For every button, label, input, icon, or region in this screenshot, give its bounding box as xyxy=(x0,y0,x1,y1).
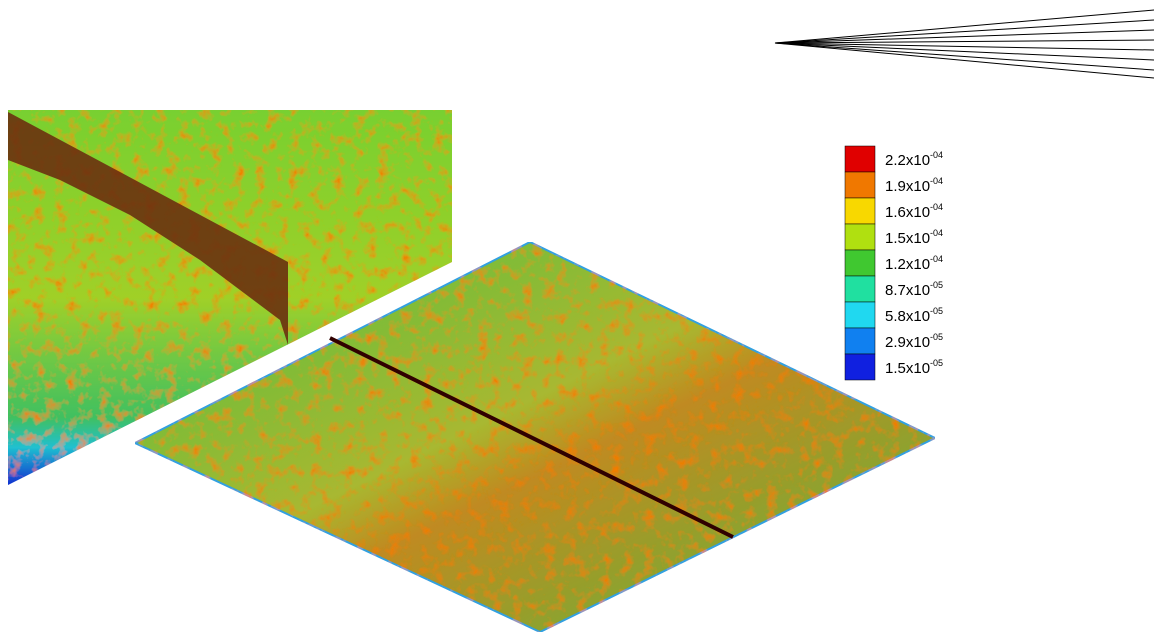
legend-base: 2.9x10 xyxy=(885,334,930,351)
legend-exponent: -04 xyxy=(930,176,943,186)
legend-swatch xyxy=(845,328,875,354)
legend: 2.2x10-041.9x10-041.6x10-041.5x10-041.2x… xyxy=(845,146,943,380)
legend-swatch xyxy=(845,224,875,250)
legend-exponent: -04 xyxy=(930,202,943,212)
legend-swatch xyxy=(845,146,875,172)
legend-base: 1.9x10 xyxy=(885,178,930,195)
legend-label: 1.2x10-04 xyxy=(885,254,943,273)
legend-base: 2.2x10 xyxy=(885,152,930,169)
legend-label: 1.5x10-04 xyxy=(885,228,943,247)
legend-exponent: -05 xyxy=(930,358,943,368)
legend-label: 1.9x10-04 xyxy=(885,176,943,195)
legend-base: 8.7x10 xyxy=(885,282,930,299)
legend-label: 2.9x10-05 xyxy=(885,332,943,351)
legend-exponent: -04 xyxy=(930,254,943,264)
legend-swatch xyxy=(845,276,875,302)
legend-swatch xyxy=(845,354,875,380)
legend-base: 1.6x10 xyxy=(885,204,930,221)
legend-base: 5.8x10 xyxy=(885,308,930,325)
legend-swatch xyxy=(845,198,875,224)
legend-label: 8.7x10-05 xyxy=(885,280,943,299)
legend-exponent: -04 xyxy=(930,228,943,238)
legend-exponent: -05 xyxy=(930,306,943,316)
legend-label: 2.2x10-04 xyxy=(885,150,943,169)
legend-base: 1.5x10 xyxy=(885,360,930,377)
legend-label: 1.6x10-04 xyxy=(885,202,943,221)
legend-exponent: -05 xyxy=(930,332,943,342)
legend-label: 5.8x10-05 xyxy=(885,306,943,325)
legend-exponent: -05 xyxy=(930,280,943,290)
legend-swatch xyxy=(845,250,875,276)
visualization: 2.2x10-041.9x10-041.6x10-041.5x10-041.2x… xyxy=(0,0,1154,632)
legend-swatch xyxy=(845,302,875,328)
legend-label: 1.5x10-05 xyxy=(885,358,943,377)
legend-base: 1.5x10 xyxy=(885,230,930,247)
legend-base: 1.2x10 xyxy=(885,256,930,273)
legend-exponent: -04 xyxy=(930,150,943,160)
legend-swatch xyxy=(845,172,875,198)
rays xyxy=(775,10,1154,78)
